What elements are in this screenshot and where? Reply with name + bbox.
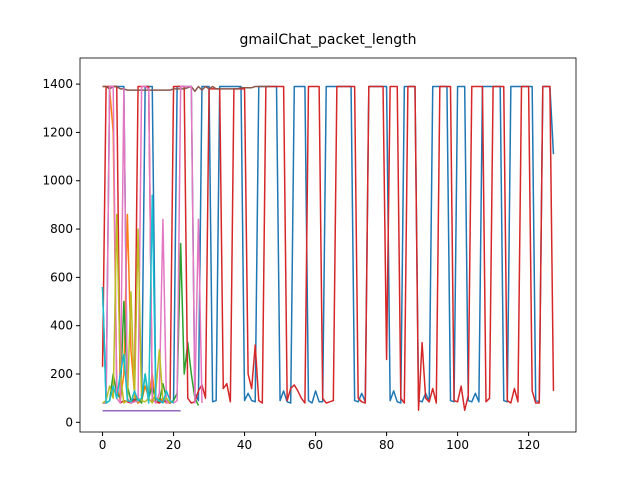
y-tick-label: 800 xyxy=(50,222,73,236)
y-tick-label: 600 xyxy=(50,270,73,284)
x-tick-label: 100 xyxy=(446,438,469,452)
x-tick-label: 40 xyxy=(237,438,252,452)
x-tick-label: 120 xyxy=(517,438,540,452)
x-tick-label: 20 xyxy=(166,438,181,452)
y-tick-label: 1200 xyxy=(42,125,73,139)
line-series xyxy=(101,194,174,404)
line-series xyxy=(102,85,203,404)
y-tick-label: 0 xyxy=(65,415,73,429)
plot-frame xyxy=(79,57,577,433)
x-tick-label: 80 xyxy=(379,438,394,452)
line-series xyxy=(102,85,270,93)
chart-title: gmailChat_packet_length xyxy=(239,32,416,48)
line-series xyxy=(101,85,555,412)
y-tick-label: 1000 xyxy=(42,174,73,188)
x-tick-label: 60 xyxy=(308,438,323,452)
y-tick-label: 200 xyxy=(50,367,73,381)
line-series xyxy=(102,213,171,404)
y-tick-label: 1400 xyxy=(42,77,73,91)
x-tick-label: 0 xyxy=(99,438,107,452)
y-tick-label: 400 xyxy=(50,319,73,333)
line-series xyxy=(102,242,200,406)
